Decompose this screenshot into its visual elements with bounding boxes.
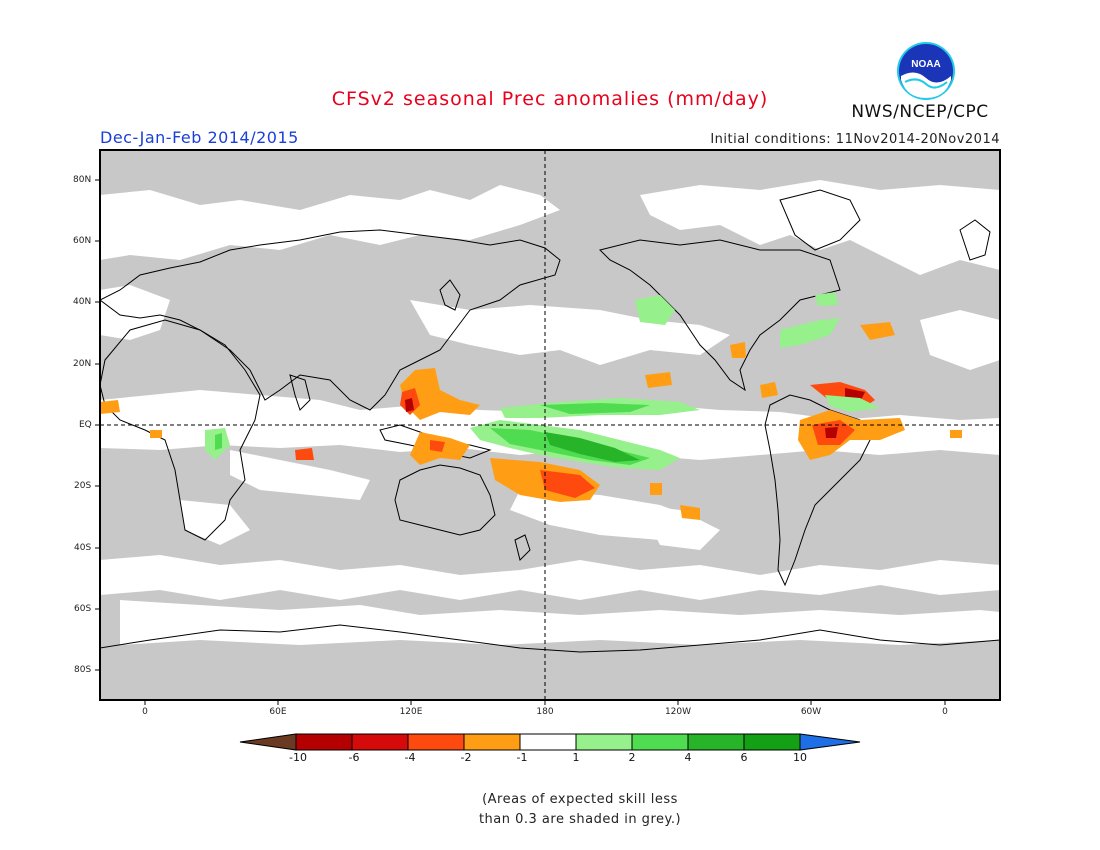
lat-label-80n: 80N — [73, 175, 92, 185]
lat-label-20s: 20S — [74, 481, 92, 491]
colorbar-label: -4 — [404, 751, 416, 764]
colorbar-label: -2 — [460, 751, 472, 764]
svg-text:NOAA: NOAA — [911, 59, 940, 70]
india-outline — [289, 374, 311, 411]
wet-anomaly-areas — [205, 292, 880, 470]
skill-footnote-line2: than 0.3 are shaded in grey.) — [478, 812, 682, 827]
map-title: CFSv2 seasonal Prec anomalies (mm/day) — [331, 88, 769, 110]
africa-outline — [100, 319, 261, 541]
colorbar-label: -6 — [348, 751, 360, 764]
lon-label-60e: 60E — [269, 707, 287, 717]
colorbar-swatch — [687, 733, 745, 751]
colorbar-label: -1 — [516, 751, 528, 764]
skill-white-areas — [100, 180, 1000, 645]
colorbar-swatch — [519, 733, 577, 751]
japan-outline — [439, 279, 461, 311]
noaa-logo-icon: NOAA — [897, 42, 955, 100]
colorbar-arrow-high — [799, 733, 861, 751]
colorbar-swatch — [407, 733, 465, 751]
lat-label-60s: 60S — [74, 604, 92, 614]
axis-ticks — [95, 179, 946, 705]
colorbar-arrow-low — [239, 733, 297, 751]
lat-label-60n: 60N — [73, 236, 92, 246]
lat-label-20n: 20N — [73, 359, 92, 369]
skill-footnote-line1: (Areas of expected skill less — [482, 792, 678, 807]
lon-label-0-east: 0 — [942, 707, 948, 717]
colorbar-swatch — [351, 733, 409, 751]
colorbar-swatch — [463, 733, 521, 751]
colorbar-label: -10 — [289, 751, 307, 764]
colorbar-label: 1 — [572, 751, 580, 764]
lat-label-eq: EQ — [79, 420, 92, 430]
colorbar-swatch — [743, 733, 801, 751]
skill-footnote: (Areas of expected skill less than 0.3 a… — [380, 790, 780, 830]
greenland-outline — [779, 189, 861, 251]
eurasia-outline — [100, 229, 561, 411]
australia-outline — [394, 464, 496, 536]
new-zealand-outline — [514, 534, 531, 561]
colorbar-swatch — [631, 733, 689, 751]
antarctica-outline — [100, 624, 1000, 653]
western-europe-outline — [959, 219, 991, 261]
maritime-continent-outline — [379, 424, 492, 459]
colorbar-swatch — [575, 733, 633, 751]
south-america-outline — [764, 394, 871, 587]
lat-label-40n: 40N — [73, 297, 92, 307]
colorbar-label: 10 — [793, 751, 807, 764]
initial-conditions-label: Initial conditions: 11Nov2014-20Nov2014 — [710, 132, 1000, 147]
lon-label-0-west: 0 — [142, 707, 148, 717]
colorbar-swatch — [295, 733, 353, 751]
lon-label-60w: 60W — [800, 707, 822, 717]
lat-label-80s: 80S — [74, 665, 92, 675]
lon-label-120e: 120E — [399, 707, 423, 717]
colorbar-label: 6 — [740, 751, 748, 764]
colorbar-label: 4 — [684, 751, 692, 764]
lon-label-120w: 120W — [664, 707, 692, 717]
lat-label-40s: 40S — [74, 543, 92, 553]
lon-label-180: 180 — [536, 707, 554, 717]
colorbar-label: 2 — [628, 751, 636, 764]
season-subtitle: Dec-Jan-Feb 2014/2015 — [100, 128, 299, 147]
agency-label: NWS/NCEP/CPC — [851, 102, 989, 122]
